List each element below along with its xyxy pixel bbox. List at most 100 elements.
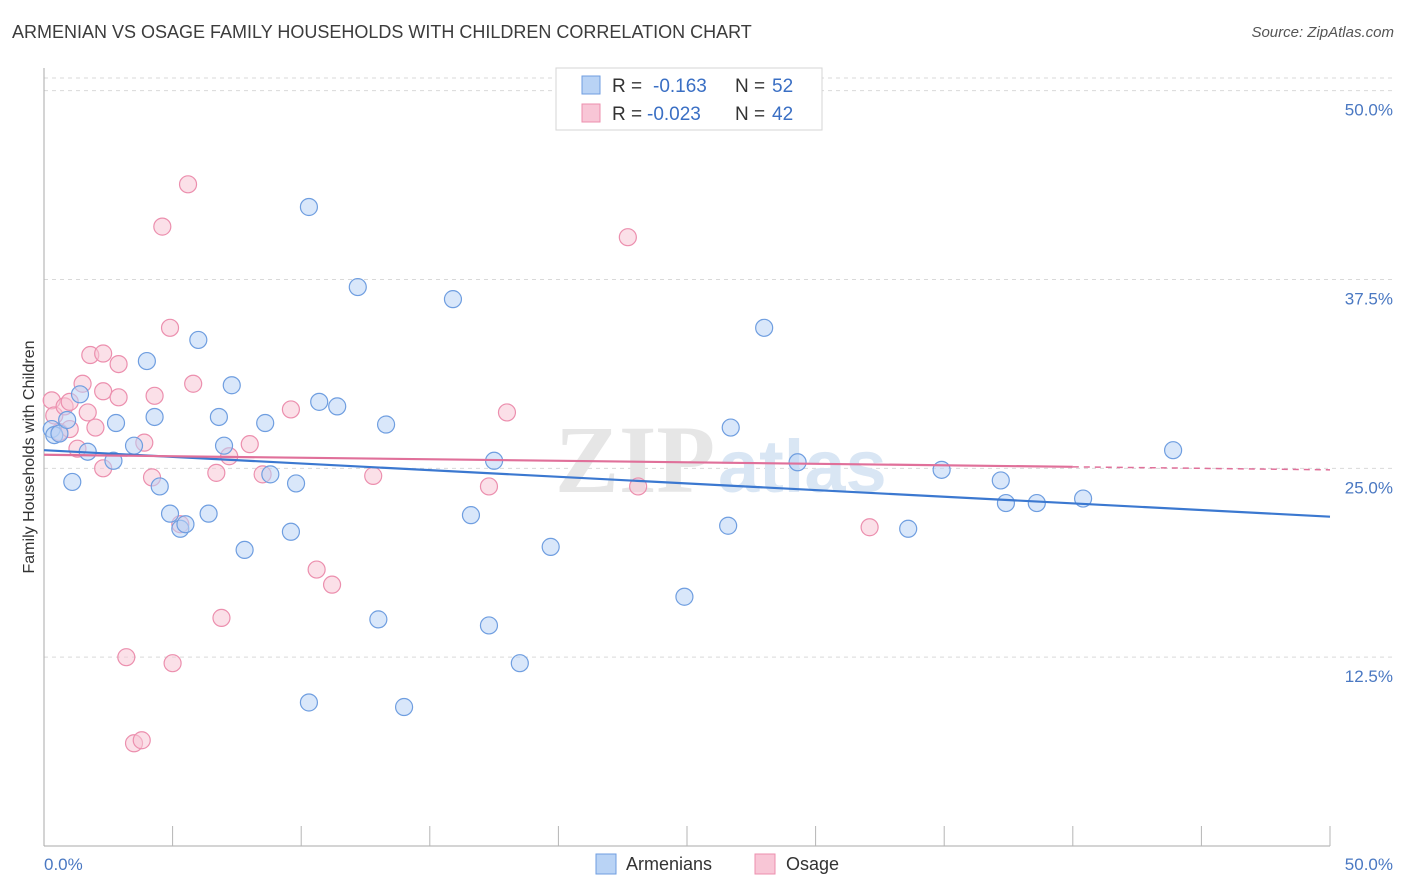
armenian-point-34	[443, 290, 463, 309]
armenian-point-23	[261, 465, 280, 484]
armenian-point-18	[209, 407, 228, 427]
bottom-legend-swatch-osage	[754, 853, 776, 875]
armenian-point-39	[541, 537, 560, 556]
osage-point-31	[240, 435, 259, 454]
osage-point-35	[322, 575, 342, 594]
armenian-point-2	[50, 424, 69, 443]
osage-point-41	[860, 518, 879, 537]
armenian-point-5	[70, 385, 90, 404]
y-tick-label-1: 25.0%	[1345, 478, 1393, 497]
armenian-point-16	[189, 330, 208, 350]
legend-r-label-osage: R =	[612, 104, 642, 125]
armenian-point-27	[299, 693, 319, 712]
armenian-point-33	[394, 697, 414, 717]
osage-point-14	[109, 388, 128, 407]
armenian-point-48	[996, 493, 1016, 513]
osage-point-8	[78, 403, 97, 422]
armenian-point-24	[281, 522, 301, 541]
armenian-point-30	[348, 277, 367, 297]
trend-lines	[43, 449, 1331, 518]
osage-point-34	[307, 560, 326, 579]
legend-r-value-osage: -0.023	[647, 104, 701, 125]
armenian-point-38	[510, 654, 529, 673]
legend-swatch-osage	[581, 103, 601, 123]
armenian-point-41	[719, 516, 738, 535]
source-label: Source: ZipAtlas.com	[1251, 24, 1394, 41]
bottom-legend-swatch-armenians	[595, 853, 617, 875]
bottom-legend: Armenians Osage	[595, 853, 839, 875]
armenian-point-8	[106, 413, 126, 433]
armenian-point-9	[124, 436, 144, 455]
osage-point-28	[207, 463, 226, 482]
x-tick-label-min: 0.0%	[44, 855, 83, 874]
armenian-point-19	[214, 436, 234, 455]
armenian-point-11	[145, 407, 164, 427]
armenian-point-44	[788, 453, 807, 472]
armenian-point-36	[479, 616, 499, 635]
armenian-point-31	[369, 610, 388, 629]
osage-point-23	[160, 318, 180, 337]
osage-point-18	[132, 731, 151, 750]
armenian-point-28	[310, 392, 329, 411]
armenian-point-15	[176, 515, 195, 534]
armenian-point-20	[222, 376, 241, 395]
osage-point-26	[178, 175, 198, 194]
osage-trend-line-extension	[1072, 466, 1331, 471]
armenian-point-45	[899, 519, 918, 538]
armenian-point-32	[376, 415, 396, 434]
bottom-legend-label-osage: Osage	[786, 854, 839, 874]
osage-point-33	[281, 400, 301, 419]
legend-n-value-osage: 42	[772, 104, 793, 125]
osage-point-38	[497, 403, 517, 422]
osage-point-24	[163, 654, 182, 673]
osage-point-39	[618, 228, 637, 247]
bottom-legend-label-armenians: Armenians	[626, 854, 712, 874]
osage-point-22	[153, 217, 172, 236]
osage-point-16	[117, 648, 136, 667]
armenian-point-4	[63, 472, 82, 492]
osage-point-21	[145, 386, 164, 405]
chart-title: ARMENIAN VS OSAGE FAMILY HOUSEHOLDS WITH…	[12, 22, 752, 42]
y-tick-label-0: 12.5%	[1345, 667, 1393, 686]
armenian-point-40	[675, 587, 694, 606]
watermark-zip: ZIP	[555, 406, 715, 513]
osage-point-15	[109, 354, 128, 374]
armenian-point-35	[461, 506, 481, 525]
legend-r-value-armenians: -0.163	[653, 76, 707, 97]
y-tick-label-2: 37.5%	[1345, 289, 1393, 308]
armenian-point-22	[256, 413, 275, 433]
armenian-points	[42, 197, 1183, 717]
watermark: ZIP atlas	[555, 406, 887, 513]
armenian-point-51	[1164, 441, 1183, 460]
armenian-point-21	[235, 540, 254, 560]
top-legend: R = -0.163 N = 52 R = -0.023 N = 42	[555, 67, 823, 131]
y-tick-labels: 12.5% 25.0% 37.5% 50.0%	[1345, 101, 1393, 687]
legend-swatch-armenians	[581, 75, 601, 95]
osage-point-10	[86, 418, 105, 437]
armenian-point-26	[299, 197, 319, 217]
osage-trend-line	[43, 453, 1073, 468]
y-axis-label: Family Households with Children	[21, 341, 38, 574]
armenian-point-29	[328, 397, 347, 416]
armenian-point-43	[755, 318, 774, 337]
legend-n-value-armenians: 52	[772, 76, 793, 97]
armenian-point-10	[137, 351, 156, 371]
armenian-point-3	[58, 410, 77, 430]
legend-r-label-armenians: R =	[612, 76, 642, 97]
armenian-point-12	[150, 477, 169, 496]
osage-point-11	[94, 344, 113, 363]
armenian-point-47	[991, 471, 1010, 490]
grid-lines	[44, 77, 1393, 658]
armenian-point-17	[199, 504, 218, 523]
armenian-point-13	[160, 504, 180, 523]
osage-point-27	[184, 374, 203, 393]
armenian-point-46	[932, 460, 951, 479]
legend-n-label-armenians: N =	[735, 76, 765, 97]
x-tick-label-max: 50.0%	[1345, 855, 1393, 874]
osage-point-29	[212, 608, 231, 627]
armenian-point-49	[1027, 493, 1046, 513]
armenian-point-42	[721, 418, 740, 437]
legend-n-label-osage: N =	[735, 104, 765, 125]
osage-point-12	[94, 382, 113, 401]
